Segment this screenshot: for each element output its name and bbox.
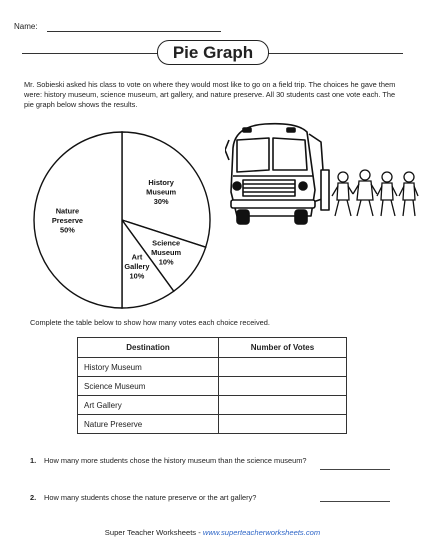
table-header-row: Destination Number of Votes (77, 337, 347, 358)
footer: Super Teacher Worksheets - www.superteac… (0, 528, 425, 537)
footer-link[interactable]: www.superteacherworksheets.com (202, 528, 321, 537)
pie-label-history-museum: History Museum 30% (146, 178, 176, 206)
footer-separator: - (196, 528, 203, 537)
destination-header: Destination (77, 337, 219, 358)
votes-table: Destination Number of Votes History Muse… (77, 337, 347, 434)
pie-label-art-gallery: Art Gallery 10% (124, 253, 150, 281)
votes-header: Number of Votes (218, 337, 347, 358)
destination-cell: Art Gallery (77, 395, 219, 415)
pie-chart: History Museum 30% Science Museum 10%Art Galle… (33, 131, 211, 309)
page-title: Pie Graph (157, 40, 269, 65)
votes-answer-cell[interactable] (218, 395, 347, 415)
name-label: Name: (14, 22, 38, 31)
question-2: 2. How many students chose the nature pr… (30, 493, 330, 505)
question-text: How many students chose the nature prese… (44, 493, 257, 502)
destination-cell: Science Museum (77, 376, 219, 396)
table-row: Science Museum (77, 376, 347, 396)
question-number: 2. (30, 493, 37, 502)
table-row: Nature Preserve (77, 414, 347, 434)
title-banner: Pie Graph (0, 38, 425, 68)
destination-cell: History Museum (77, 357, 219, 377)
question-text: How many more students chose the history… (44, 456, 307, 465)
footer-brand: Super Teacher Worksheets (104, 528, 197, 537)
table-row: History Museum (77, 357, 347, 377)
table-instruction: Complete the table below to show how man… (30, 318, 270, 327)
table-row: Art Gallery (77, 395, 347, 415)
destination-cell: Nature Preserve (77, 414, 219, 434)
votes-answer-cell[interactable] (218, 376, 347, 396)
intro-paragraph: Mr. Sobieski asked his class to vote on … (24, 80, 396, 109)
name-input-line[interactable] (47, 31, 221, 32)
question-1: 1. How many more students chose the hist… (30, 456, 330, 478)
answer-line-1[interactable] (320, 469, 390, 470)
votes-answer-cell[interactable] (218, 414, 347, 434)
votes-answer-cell[interactable] (218, 357, 347, 377)
pie-slice-nature-preserve (33, 131, 123, 309)
pie-label-science-museum: Science Museum 10% (151, 239, 181, 267)
pie-slice-history-museum (121, 131, 211, 249)
pie-label-nature-preserve: Nature Preserve 50% (52, 207, 83, 235)
question-number: 1. (30, 456, 37, 465)
school-bus-illustration (225, 122, 419, 225)
answer-line-2[interactable] (320, 501, 390, 502)
